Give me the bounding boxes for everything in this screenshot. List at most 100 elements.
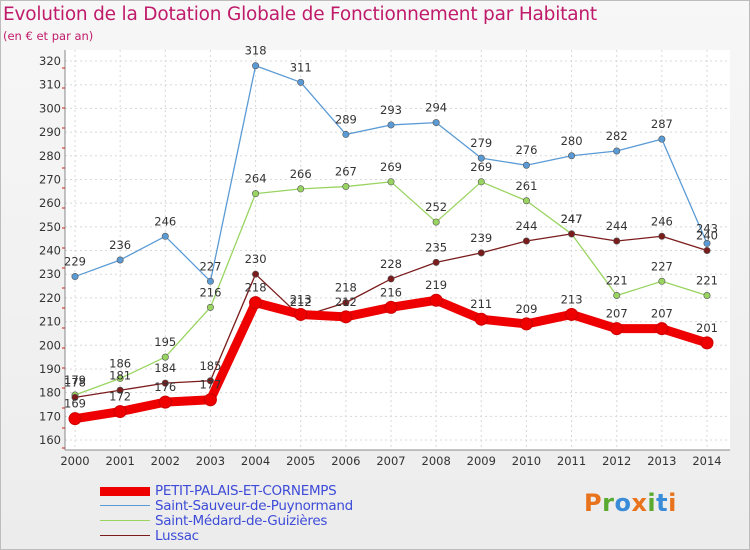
data-label-saint-sauveur: 289 <box>335 112 357 126</box>
point-saint-sauveur <box>568 152 576 160</box>
y-tick-label: 230 <box>39 267 61 281</box>
point-saint-sauveur <box>116 256 124 264</box>
y-tick-label: 290 <box>39 125 61 139</box>
y-tick-label: 260 <box>39 196 61 210</box>
data-label-saint-medard: 264 <box>245 172 267 186</box>
data-label-lussac: 228 <box>380 257 402 271</box>
data-label-saint-medard: 221 <box>606 274 628 288</box>
data-label-lussac: 239 <box>470 231 492 245</box>
x-tick-label: 2013 <box>647 454 676 468</box>
point-saint-medard <box>658 277 666 285</box>
data-label-saint-medard: 216 <box>199 285 221 299</box>
data-label-petit-palais: 201 <box>696 321 718 335</box>
data-label-petit-palais: 209 <box>515 302 537 316</box>
point-lussac <box>206 377 214 385</box>
logo-letter: P <box>584 489 603 517</box>
data-label-lussac: 240 <box>696 229 718 243</box>
legend-label-saint-sauveur: Saint-Sauveur-de-Puynormand <box>155 498 353 514</box>
x-tick-label: 2008 <box>422 454 451 468</box>
y-tick-labels: 160 170 180 190 200 210 220 230 240 250 260 270 280 2… <box>39 54 61 447</box>
point-lussac <box>432 258 440 266</box>
point-petit-palais <box>655 322 669 336</box>
data-label-petit-palais: 211 <box>470 297 492 311</box>
point-saint-medard <box>342 183 350 191</box>
x-tick-label: 2004 <box>241 454 270 468</box>
data-label-saint-sauveur: 243 <box>696 221 718 235</box>
data-label-saint-sauveur: 229 <box>64 255 86 269</box>
y-tick-label: 170 <box>39 409 61 423</box>
proxiti-logo: Proxiti <box>584 489 677 517</box>
data-label-lussac: 178 <box>64 375 86 389</box>
point-lussac <box>252 270 260 278</box>
x-tick-label: 2006 <box>331 454 360 468</box>
data-label-petit-palais: 212 <box>335 295 357 309</box>
point-saint-medard <box>297 185 305 193</box>
point-petit-palais <box>158 395 172 409</box>
point-saint-sauveur <box>297 78 305 86</box>
logo-letter: o <box>614 489 632 517</box>
logo-letter: r <box>602 489 615 517</box>
point-petit-palais <box>700 336 714 350</box>
point-lussac <box>342 299 350 307</box>
point-petit-palais <box>474 312 488 326</box>
point-petit-palais <box>339 310 353 324</box>
legend-swatch-lussac <box>100 535 150 536</box>
data-label-lussac: 218 <box>335 281 357 295</box>
point-saint-sauveur <box>206 277 214 285</box>
data-label-petit-palais: 213 <box>561 292 583 306</box>
logo-letter: i <box>647 489 657 517</box>
data-label-saint-sauveur: 287 <box>651 117 673 131</box>
data-label-lussac: 181 <box>109 368 131 382</box>
point-saint-sauveur <box>477 154 485 162</box>
series-group <box>68 62 714 426</box>
data-label-saint-sauveur: 279 <box>470 136 492 150</box>
point-saint-medard <box>477 178 485 186</box>
point-petit-palais <box>203 393 217 407</box>
point-saint-sauveur <box>252 62 260 70</box>
point-saint-medard <box>522 197 530 205</box>
axes <box>62 50 730 451</box>
point-saint-sauveur <box>703 239 711 247</box>
data-label-lussac: 244 <box>606 219 628 233</box>
point-lussac <box>658 232 666 240</box>
y-tick-label: 180 <box>39 386 61 400</box>
point-petit-palais <box>68 412 82 426</box>
point-petit-palais <box>519 317 533 331</box>
data-label-saint-sauveur: 246 <box>154 214 176 228</box>
x-tick-labels: 2000 2001 2002 2003 2004 2005 2006 2007 2008 2009… <box>60 454 721 468</box>
x-tick-label: 2009 <box>467 454 496 468</box>
legend-swatch-saint-sauveur <box>100 505 150 506</box>
data-label-saint-sauveur: 311 <box>290 60 312 74</box>
data-label-lussac: 230 <box>245 252 267 266</box>
point-lussac <box>161 379 169 387</box>
y-tick-label: 310 <box>39 78 61 92</box>
data-label-petit-palais: 207 <box>606 307 628 321</box>
y-tick-label: 250 <box>39 220 61 234</box>
x-tick-label: 2014 <box>692 454 721 468</box>
point-saint-medard <box>613 292 621 300</box>
point-lussac <box>71 393 79 401</box>
logo-letter: i <box>668 489 677 517</box>
data-label-saint-medard: 227 <box>651 259 673 273</box>
data-label-saint-sauveur: 280 <box>561 134 583 148</box>
chart-subtitle: (en € et par an) <box>3 29 94 43</box>
legend-label-lussac: Lussac <box>155 528 199 544</box>
logo-letter: t <box>656 489 669 517</box>
data-label-saint-medard: 267 <box>335 165 357 179</box>
data-label-petit-palais: 169 <box>64 397 86 411</box>
point-petit-palais <box>610 322 624 336</box>
point-petit-palais <box>113 405 127 419</box>
data-label-petit-palais: 176 <box>154 380 176 394</box>
point-saint-sauveur <box>522 161 530 169</box>
point-saint-sauveur <box>342 130 350 138</box>
x-tick-label: 2012 <box>602 454 631 468</box>
x-tick-label: 2002 <box>151 454 180 468</box>
data-label-lussac: 244 <box>515 219 537 233</box>
data-label-saint-medard: 195 <box>154 335 176 349</box>
data-label-petit-palais: 218 <box>245 281 267 295</box>
point-saint-sauveur <box>432 119 440 127</box>
data-label-petit-palais: 207 <box>651 307 673 321</box>
point-saint-medard <box>252 190 260 198</box>
data-label-lussac: 185 <box>199 359 221 373</box>
